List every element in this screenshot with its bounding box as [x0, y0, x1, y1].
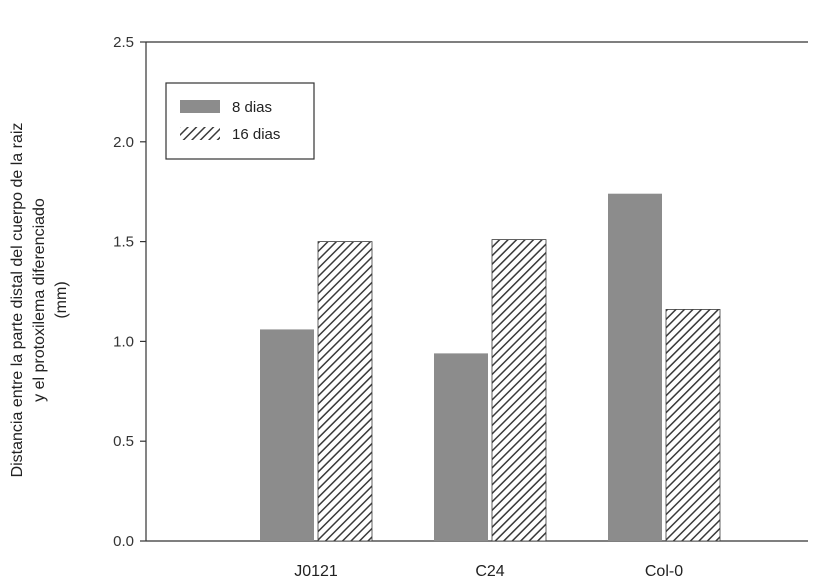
legend-box [165, 82, 315, 160]
y-axis-label-line-2: y el protoxilema diferenciado [31, 198, 48, 402]
bar-j0121-8-dias [260, 329, 314, 541]
bar-c24-16-dias [491, 239, 547, 542]
y-tick-label: 0.0 [113, 533, 134, 550]
legend-swatch-8-dias [180, 100, 220, 113]
y-tick-label: 1.0 [113, 333, 134, 350]
y-tick-label: 2.0 [113, 134, 134, 151]
y-axis-ticks: 0.0 0.5 1.0 1.5 2.0 2.5 [113, 34, 146, 550]
plot-area: 0.0 0.5 1.0 1.5 2.0 2.5 J0121 C24 Col-0 [113, 34, 808, 580]
y-axis-label: Distancia entre la parte distal del cuer… [9, 123, 70, 478]
bar-col-0-8-dias [608, 193, 662, 542]
x-tick-label-col-0: Col-0 [645, 563, 683, 580]
x-axis-labels: J0121 C24 Col-0 [294, 563, 683, 580]
y-axis-label-line-1: Distancia entre la parte distal del cuer… [9, 123, 26, 478]
y-tick-label: 0.5 [113, 433, 134, 450]
bar-c24-8-dias [434, 353, 488, 541]
legend-label-16-dias: 16 dias [232, 126, 280, 143]
y-tick-label: 1.5 [113, 234, 134, 251]
bar-col-0-16-dias [665, 309, 721, 542]
bar-j0121-16-dias [317, 241, 373, 542]
y-tick-label: 2.5 [113, 34, 134, 51]
legend-label-8-dias: 8 dias [232, 99, 272, 116]
y-axis-label-line-3: (mm) [53, 281, 70, 318]
legend: 8 dias 16 dias [165, 82, 315, 160]
legend-swatch-16-dias [180, 127, 220, 140]
x-tick-label-j0121: J0121 [294, 563, 338, 580]
bars [260, 193, 721, 542]
x-tick-label-c24: C24 [475, 563, 504, 580]
